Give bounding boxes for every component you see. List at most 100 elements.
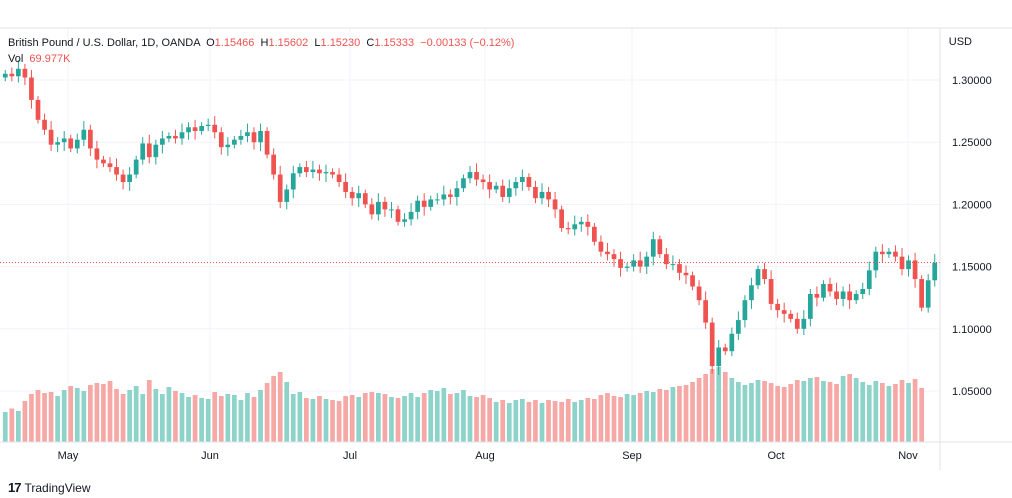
volume-bar (173, 391, 178, 442)
volume-bar (742, 385, 748, 442)
volume-bar (493, 402, 499, 442)
volume-bar (330, 400, 335, 442)
candle-body (873, 251, 879, 271)
candle-body (434, 199, 440, 201)
candle-body (454, 188, 460, 197)
candle-body (690, 275, 695, 287)
volume-bar (415, 397, 420, 442)
candle-body (749, 285, 754, 301)
y-tick-label: 1.15000 (952, 262, 992, 274)
volume-bar (474, 397, 479, 442)
candle-body (716, 347, 722, 367)
candle-body (238, 135, 244, 140)
candle-body (657, 239, 663, 255)
volume-bar (166, 387, 172, 442)
candle-body (336, 174, 342, 183)
volume-bar (434, 391, 440, 442)
candle-body (55, 142, 60, 145)
price-chart[interactable]: 1.30000 1.25000 1.20000 1.15000 1.10000 1.050… (0, 0, 1012, 470)
x-axis: May Jun Jul Aug Sep Oct Nov (58, 450, 919, 462)
candle-body (919, 279, 924, 308)
candle-body (81, 129, 87, 140)
candle-body (402, 219, 407, 222)
volume-bar (709, 369, 715, 442)
symbol-title[interactable]: British Pound / U.S. Dollar, 1D, OANDA (8, 37, 200, 49)
candle-body (343, 182, 348, 192)
volume-bar (539, 403, 545, 442)
candle-body (192, 127, 198, 132)
candle-body (369, 204, 375, 215)
volume-bar (893, 384, 898, 442)
volume-bar (271, 376, 276, 442)
candle-body (860, 288, 866, 294)
volume-bar (304, 398, 309, 442)
tradingview-brand[interactable]: 17 TradingView (8, 480, 91, 495)
volume-bar (690, 382, 695, 442)
volume-bar (94, 383, 100, 442)
x-tick-label: Sep (622, 450, 642, 462)
brand-name: TradingView (24, 480, 91, 495)
candle-body (808, 293, 813, 319)
volume-bar (670, 387, 676, 442)
volume-bar (317, 396, 322, 442)
candle-body (631, 260, 636, 267)
candle-body (677, 264, 682, 273)
candle-body (461, 178, 466, 189)
candle-body (906, 260, 911, 270)
candle-body (847, 291, 852, 301)
tradingview-logo-icon: 17 (8, 480, 22, 495)
volume-bar (611, 396, 617, 442)
volume-bar (88, 385, 93, 442)
candle-body (101, 159, 106, 164)
volume-bar (520, 399, 525, 442)
candle-body (395, 209, 401, 222)
volume-bar (899, 380, 905, 442)
candle-body (127, 174, 132, 183)
volume-bar (245, 393, 250, 442)
volume-bar (598, 395, 604, 442)
currency-label[interactable]: USD (948, 36, 972, 48)
candle-body (611, 254, 617, 260)
volume-bar (107, 381, 113, 442)
volume-bar (68, 386, 74, 442)
volume-bar (526, 402, 532, 442)
candle-body (644, 256, 650, 267)
volume-bar (637, 393, 643, 442)
volume-bar (650, 392, 656, 442)
volume-bar (631, 395, 636, 442)
candle-body (703, 300, 708, 323)
volume-label[interactable]: Vol (8, 53, 24, 65)
volume-bar (801, 381, 807, 442)
candle-body (520, 177, 525, 183)
low-value: 1.15230 (320, 37, 361, 49)
y-tick-label: 1.10000 (952, 324, 992, 336)
volume-bar (369, 392, 375, 442)
volume-bar (749, 383, 754, 442)
volume-bar (251, 397, 257, 442)
volume-bar (61, 390, 67, 442)
volume-bar (847, 374, 852, 442)
candle-body (317, 169, 322, 174)
volume-bar (16, 411, 21, 442)
volume-bar (821, 381, 826, 442)
volume-bar (238, 400, 244, 442)
candle-body (114, 167, 119, 175)
volume-bar (323, 399, 329, 442)
volume-bar (487, 398, 492, 442)
candle-body (2, 73, 8, 78)
candle-body (696, 286, 702, 301)
volume-bar (461, 390, 466, 442)
volume-bar (866, 385, 872, 442)
volume-bar (277, 372, 283, 442)
volume-bar (853, 378, 859, 442)
volume-bar (9, 408, 15, 442)
candle-body (664, 254, 669, 265)
volume-bar (513, 400, 519, 442)
candle-body (421, 200, 427, 207)
volume-bar (421, 393, 427, 442)
volume-bar (2, 412, 8, 442)
candle-body (120, 174, 126, 183)
candle-body (827, 284, 833, 292)
volume-bar (657, 389, 663, 442)
candle-body (290, 173, 296, 190)
